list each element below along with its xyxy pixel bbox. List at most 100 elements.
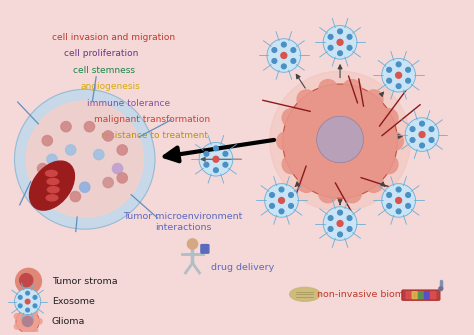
- FancyBboxPatch shape: [430, 292, 436, 298]
- Text: Exosome: Exosome: [52, 297, 95, 306]
- Ellipse shape: [337, 51, 342, 56]
- Ellipse shape: [264, 184, 298, 217]
- FancyBboxPatch shape: [412, 292, 417, 298]
- Ellipse shape: [328, 35, 333, 39]
- Ellipse shape: [25, 299, 30, 304]
- Ellipse shape: [70, 191, 81, 202]
- Ellipse shape: [290, 287, 320, 301]
- Ellipse shape: [279, 209, 284, 214]
- Ellipse shape: [419, 132, 425, 137]
- Ellipse shape: [16, 268, 41, 294]
- Ellipse shape: [429, 138, 434, 142]
- Ellipse shape: [282, 109, 301, 127]
- Ellipse shape: [323, 207, 357, 240]
- Ellipse shape: [396, 72, 401, 78]
- Ellipse shape: [80, 182, 90, 192]
- Ellipse shape: [94, 149, 104, 160]
- Ellipse shape: [29, 161, 74, 210]
- Ellipse shape: [319, 184, 337, 203]
- Ellipse shape: [33, 295, 37, 299]
- Ellipse shape: [384, 132, 403, 150]
- Ellipse shape: [117, 145, 128, 155]
- Ellipse shape: [32, 328, 38, 333]
- Ellipse shape: [270, 193, 274, 197]
- Ellipse shape: [337, 210, 342, 215]
- Ellipse shape: [283, 84, 397, 198]
- Ellipse shape: [387, 204, 392, 208]
- Ellipse shape: [61, 122, 71, 132]
- Ellipse shape: [187, 239, 198, 249]
- Ellipse shape: [26, 308, 29, 312]
- Ellipse shape: [282, 42, 286, 47]
- Ellipse shape: [387, 193, 392, 197]
- Ellipse shape: [214, 168, 219, 173]
- Ellipse shape: [26, 291, 29, 295]
- Ellipse shape: [213, 156, 219, 162]
- Ellipse shape: [365, 90, 383, 109]
- Ellipse shape: [22, 330, 28, 335]
- Ellipse shape: [18, 304, 22, 308]
- Ellipse shape: [267, 39, 301, 72]
- FancyBboxPatch shape: [418, 292, 423, 298]
- Ellipse shape: [410, 127, 415, 131]
- Ellipse shape: [46, 171, 57, 177]
- Ellipse shape: [277, 132, 296, 150]
- FancyBboxPatch shape: [406, 292, 411, 298]
- Ellipse shape: [47, 187, 59, 193]
- Ellipse shape: [214, 146, 219, 151]
- FancyBboxPatch shape: [402, 290, 440, 300]
- Ellipse shape: [406, 78, 410, 83]
- Ellipse shape: [103, 178, 113, 188]
- Ellipse shape: [16, 310, 39, 333]
- Ellipse shape: [270, 71, 410, 211]
- Ellipse shape: [26, 101, 143, 217]
- Ellipse shape: [347, 46, 352, 50]
- Ellipse shape: [42, 135, 53, 146]
- Ellipse shape: [103, 131, 113, 141]
- Ellipse shape: [14, 314, 20, 319]
- Ellipse shape: [19, 274, 33, 287]
- Ellipse shape: [328, 46, 333, 50]
- Ellipse shape: [297, 174, 316, 192]
- Ellipse shape: [15, 89, 155, 229]
- Ellipse shape: [204, 162, 209, 167]
- Ellipse shape: [396, 198, 401, 203]
- Ellipse shape: [117, 173, 128, 183]
- Text: drug delivery: drug delivery: [211, 264, 274, 272]
- Text: cell proliferation: cell proliferation: [64, 49, 138, 58]
- Text: resistance to treatment: resistance to treatment: [101, 131, 208, 140]
- Ellipse shape: [33, 304, 37, 308]
- Ellipse shape: [289, 193, 293, 197]
- Ellipse shape: [387, 78, 392, 83]
- Ellipse shape: [52, 173, 62, 183]
- Ellipse shape: [22, 307, 28, 313]
- Ellipse shape: [429, 127, 434, 131]
- Ellipse shape: [396, 187, 401, 192]
- Text: non-invasive biomarkers: non-invasive biomarkers: [317, 290, 434, 299]
- Ellipse shape: [337, 232, 342, 237]
- Ellipse shape: [223, 162, 228, 167]
- Ellipse shape: [382, 184, 416, 217]
- Ellipse shape: [272, 48, 277, 52]
- Ellipse shape: [112, 163, 123, 174]
- Text: cell invasion and migration: cell invasion and migration: [52, 33, 175, 42]
- Ellipse shape: [419, 143, 424, 148]
- Ellipse shape: [406, 193, 410, 197]
- Ellipse shape: [270, 204, 274, 208]
- Text: cell stemness: cell stemness: [73, 66, 135, 75]
- Ellipse shape: [382, 59, 416, 92]
- Ellipse shape: [47, 154, 57, 164]
- Ellipse shape: [317, 116, 364, 163]
- Text: Tumor microenvironment
interactions: Tumor microenvironment interactions: [123, 212, 243, 231]
- Ellipse shape: [47, 179, 59, 185]
- Ellipse shape: [439, 287, 443, 290]
- Ellipse shape: [419, 121, 424, 126]
- Ellipse shape: [379, 155, 398, 174]
- FancyBboxPatch shape: [424, 292, 429, 298]
- Ellipse shape: [347, 35, 352, 39]
- Ellipse shape: [84, 122, 95, 132]
- FancyBboxPatch shape: [201, 245, 209, 253]
- Ellipse shape: [37, 163, 48, 174]
- Ellipse shape: [15, 288, 41, 315]
- Text: angiogenesis: angiogenesis: [80, 82, 140, 91]
